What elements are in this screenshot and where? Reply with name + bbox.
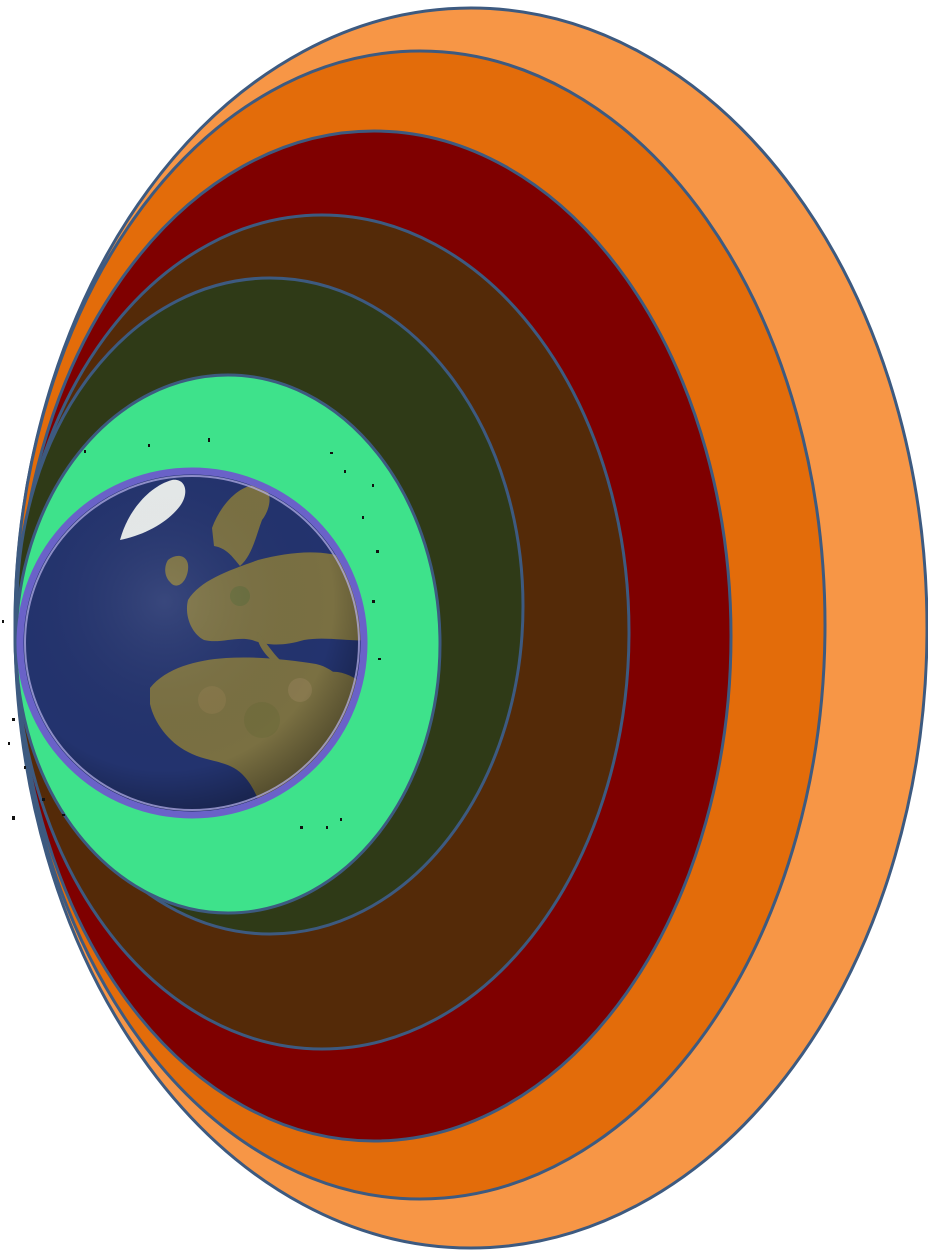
earth-rim-inner	[24, 475, 360, 811]
earth-shading	[20, 471, 364, 815]
earth-globe	[16, 467, 368, 819]
speck-marks	[2, 438, 381, 829]
earth-rim	[16, 467, 368, 819]
